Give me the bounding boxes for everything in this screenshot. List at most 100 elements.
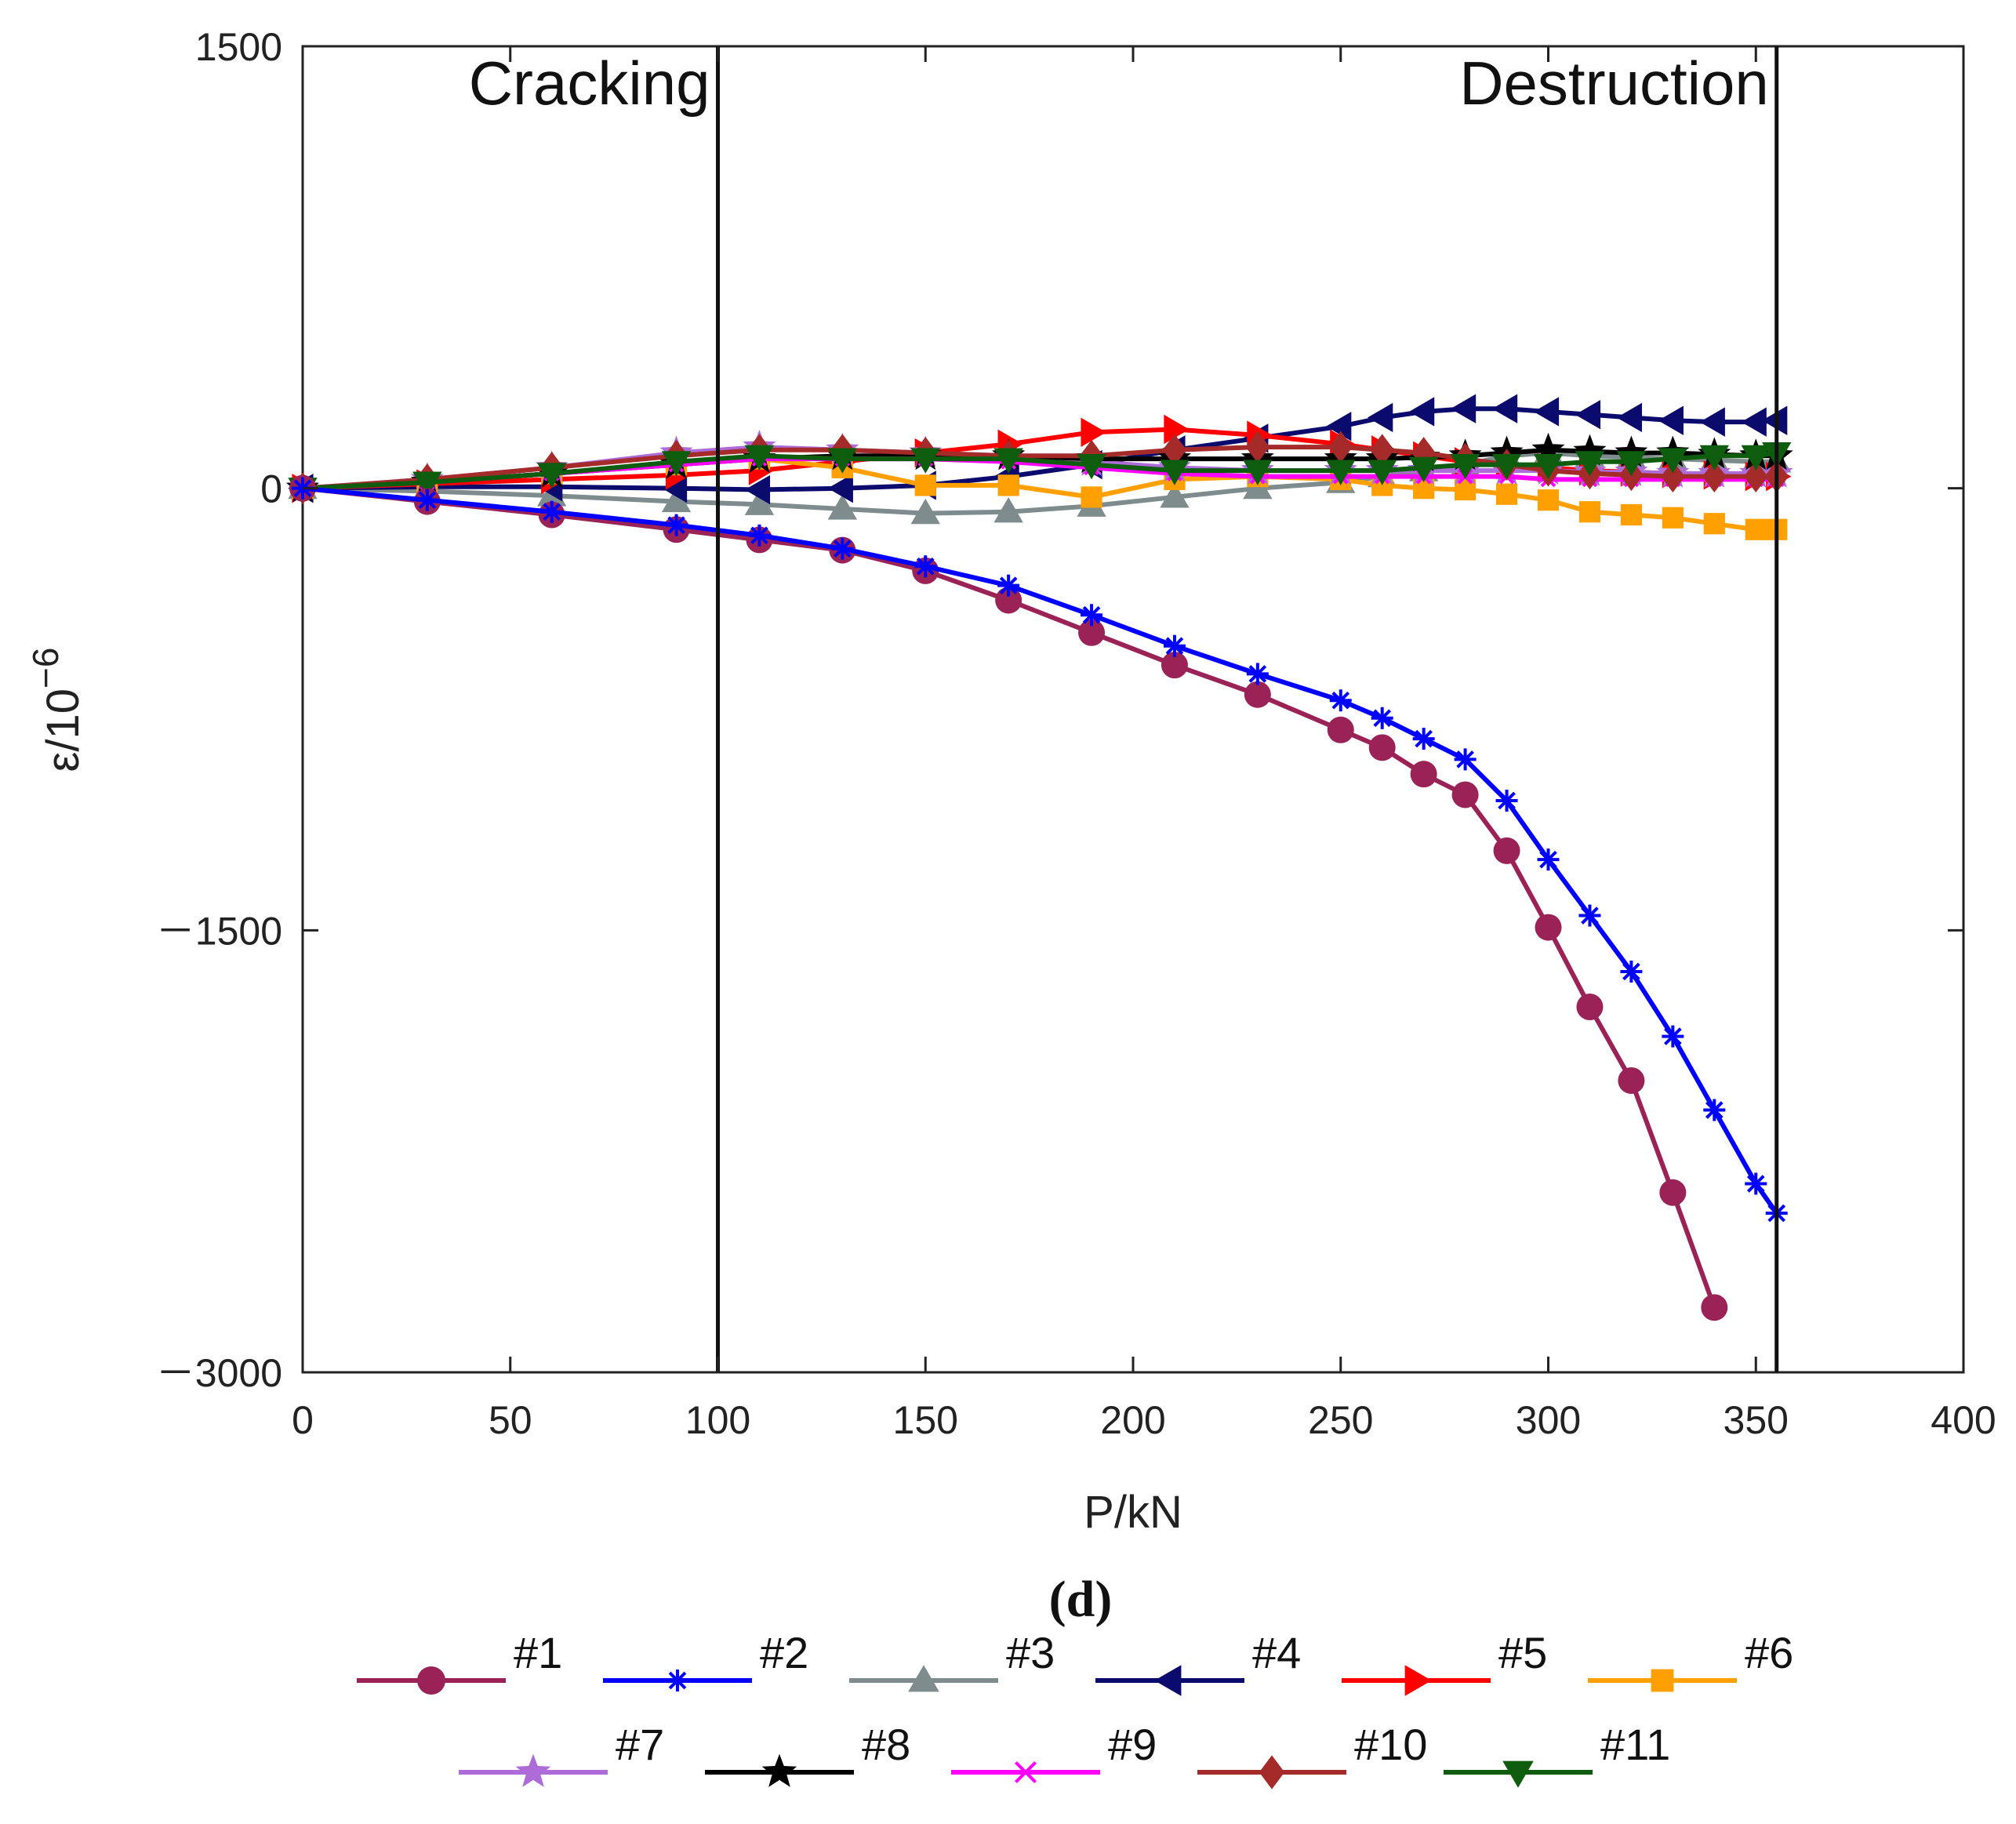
data-point	[661, 451, 692, 477]
plot-area	[301, 45, 1965, 1374]
data-point	[1575, 451, 1605, 477]
data-point	[1326, 412, 1352, 441]
series-n11	[288, 441, 1792, 503]
data-point	[1370, 434, 1394, 467]
svg-text:ε/10−6: ε/10−6	[25, 648, 89, 772]
y-tick-label: 1500	[195, 25, 282, 69]
data-point	[1326, 460, 1356, 485]
data-point	[1703, 513, 1725, 535]
data-point	[827, 473, 853, 503]
data-point	[1368, 734, 1396, 761]
legend-marker	[515, 1753, 551, 1787]
data-point	[1493, 837, 1520, 864]
data-point	[910, 498, 940, 525]
y-tick-label: －1500	[156, 909, 282, 953]
x-tick-label: 350	[1724, 1398, 1789, 1442]
legend-item-n1: #1	[357, 1628, 562, 1695]
data-point	[1741, 407, 1767, 437]
series-layer	[286, 394, 1793, 1321]
data-point	[416, 489, 438, 511]
legend-label: #5	[1498, 1628, 1547, 1677]
legend-item-n8: #8	[705, 1720, 910, 1787]
data-point	[1408, 397, 1435, 427]
data-point	[1659, 1179, 1687, 1206]
data-point	[1078, 619, 1106, 646]
legend-item-n7: #7	[459, 1720, 664, 1787]
data-point	[1701, 1294, 1728, 1321]
data-point	[827, 494, 858, 520]
data-point	[1368, 402, 1393, 433]
data-point	[1762, 405, 1788, 435]
phase-label: Cracking	[469, 49, 710, 118]
data-point	[993, 497, 1023, 523]
x-tick-label: 50	[489, 1398, 532, 1442]
data-point	[914, 474, 936, 496]
data-point	[1368, 460, 1397, 485]
data-point	[540, 500, 563, 523]
legend-item-n10: #10	[1197, 1720, 1427, 1789]
data-point	[1329, 689, 1352, 712]
data-point	[1451, 781, 1479, 808]
data-point	[914, 555, 937, 578]
series-n4	[288, 394, 1788, 505]
x-tick-label: 300	[1516, 1398, 1581, 1442]
data-point	[1618, 1066, 1645, 1094]
y-axis-exponent: −6	[25, 648, 66, 689]
data-point	[665, 514, 688, 536]
data-point	[1491, 454, 1522, 480]
data-point	[1662, 1025, 1684, 1048]
legend-label: #11	[1600, 1720, 1670, 1769]
data-point	[1531, 432, 1565, 464]
data-point	[1410, 761, 1437, 788]
x-tick-label: 150	[893, 1398, 958, 1442]
data-point	[1081, 417, 1106, 447]
series-n2	[292, 477, 1788, 1225]
data-point	[744, 445, 775, 471]
data-point	[1620, 960, 1643, 983]
data-point	[1535, 914, 1562, 941]
x-axis-title: P/kN	[1084, 1487, 1182, 1538]
data-point	[1616, 402, 1642, 433]
data-point	[1537, 848, 1560, 871]
data-point	[1491, 394, 1518, 423]
legend-marker	[1651, 1669, 1674, 1692]
data-point	[1160, 460, 1190, 485]
data-point	[1495, 483, 1518, 505]
legend-marker	[1154, 1665, 1182, 1696]
legend-label: #10	[1354, 1720, 1427, 1769]
data-point	[1244, 681, 1271, 708]
legend-label: #1	[514, 1628, 562, 1677]
legend-item-n5: #5	[1342, 1628, 1547, 1696]
legend-marker	[1502, 1760, 1534, 1788]
data-point	[1450, 454, 1480, 480]
y-tick-label: 0	[260, 467, 282, 511]
legend-marker	[761, 1753, 797, 1787]
data-point	[997, 474, 1019, 496]
data-point	[1081, 486, 1102, 508]
x-axis-ticks: 0 50 100 150 200 250 300 350 400	[292, 46, 1996, 1442]
data-point	[1699, 407, 1725, 437]
data-point	[831, 537, 854, 560]
y-tick-label: －3000	[156, 1351, 282, 1395]
data-point	[1658, 405, 1684, 435]
data-point	[1495, 789, 1518, 812]
data-point	[1077, 454, 1106, 480]
legend: #1 #2 #3 #4 #5 #6 #7 #8 #9 #10 #11	[357, 1628, 1793, 1789]
data-point	[744, 474, 771, 505]
legend-marker	[1404, 1665, 1432, 1696]
legend-item-n3: #3	[849, 1628, 1055, 1692]
data-point	[1533, 454, 1564, 480]
data-point	[1537, 489, 1560, 511]
data-point	[1243, 460, 1273, 485]
data-point	[1741, 445, 1771, 471]
data-point	[1699, 445, 1729, 471]
data-point	[537, 463, 567, 489]
data-point	[661, 486, 692, 513]
y-axis-title-group: ε/10−6	[25, 648, 89, 772]
legend-item-n4: #4	[1095, 1628, 1301, 1696]
x-tick-label: 400	[1931, 1398, 1996, 1442]
data-point	[1328, 431, 1353, 463]
data-point	[1164, 414, 1190, 445]
data-point	[1412, 728, 1435, 750]
data-point	[1661, 460, 1685, 493]
